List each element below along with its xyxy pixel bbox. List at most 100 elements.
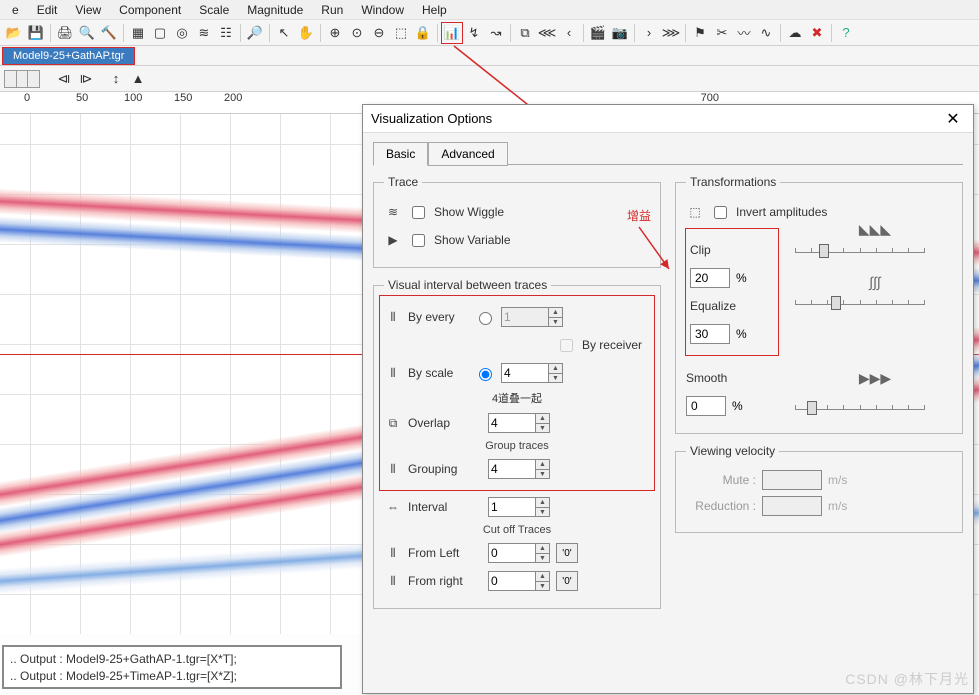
search-icon[interactable]: 🔍 — [77, 23, 97, 43]
curve2-icon[interactable]: ↝ — [486, 23, 506, 43]
spinner-icon[interactable]: ▲▼ — [536, 413, 550, 433]
overlap-value[interactable]: 4 — [488, 413, 536, 433]
zoom-out-icon[interactable]: ⊖ — [369, 23, 389, 43]
flag-icon[interactable]: ⚑ — [690, 23, 710, 43]
tab-advanced[interactable]: Advanced — [428, 142, 507, 166]
zoom-in-icon[interactable]: ⊕ — [325, 23, 345, 43]
grouping-value[interactable]: 4 — [488, 459, 536, 479]
mini-last-icon[interactable]: ⧐ — [76, 69, 96, 89]
interval-value[interactable]: 1 — [488, 497, 536, 517]
mini-first-icon[interactable]: ⧏ — [54, 69, 74, 89]
from-left-zero-button[interactable]: '0' — [556, 543, 578, 563]
menu-view[interactable]: View — [67, 1, 109, 19]
spinner-icon[interactable]: ▲▼ — [536, 497, 550, 517]
reduction-label: Reduction : — [686, 499, 756, 513]
next-icon[interactable]: › — [639, 23, 659, 43]
hammer-icon[interactable]: 🔨 — [99, 23, 119, 43]
menu-help[interactable]: Help — [414, 1, 455, 19]
equalize-slider[interactable] — [795, 290, 925, 312]
mini-pane-icon[interactable] — [4, 70, 40, 88]
spinner-icon[interactable]: ▲▼ — [549, 363, 563, 383]
box-icon[interactable]: ▢ — [150, 23, 170, 43]
close-icon[interactable]: ✕ — [941, 109, 965, 129]
by-receiver-label: By receiver — [582, 338, 642, 352]
clip-equalize-highlight: Clip 20 % Equalize 30 % — [686, 229, 778, 355]
smooth-value[interactable]: 0 — [686, 396, 726, 416]
spinner-icon[interactable]: ▲▼ — [536, 571, 550, 591]
lock-icon[interactable]: 🔒 — [413, 23, 433, 43]
curve1-icon[interactable]: ↯ — [464, 23, 484, 43]
spinner-icon[interactable]: ▲▼ — [536, 543, 550, 563]
from-left-icon: ⦀ — [384, 545, 402, 561]
menu-e[interactable]: e — [4, 1, 27, 19]
equalize-value[interactable]: 30 — [690, 324, 730, 344]
by-scale-radio[interactable] — [479, 368, 492, 381]
grid-icon[interactable]: ▦ — [128, 23, 148, 43]
bars-icon[interactable]: ⧉ — [515, 23, 535, 43]
smooth-preset-icons[interactable]: ▶▶▶ — [795, 370, 955, 387]
by-receiver-checkbox — [560, 339, 573, 352]
reduction-value — [762, 496, 822, 516]
file-tab[interactable]: Model9-25+GathAP.tgr — [2, 47, 135, 65]
by-every-value[interactable]: 1 — [501, 307, 549, 327]
output-line: .. Output : Model9-25+GathAP-1.tgr=[X*T]… — [10, 651, 334, 668]
toolbar: 📂 💾 🖨 🔍 🔨 ▦ ▢ ◎ ≋ ☷ 🔎 ↖ ✋ ⊕ ⊙ ⊖ ⬚ 🔒 📊 ↯ … — [0, 20, 979, 46]
visualization-options-dialog: Visualization Options ✕ Basic Advanced T… — [362, 104, 974, 694]
mini-play-icon[interactable]: ▲ — [128, 69, 148, 89]
clip-value[interactable]: 20 — [690, 268, 730, 288]
invert-icon: ⬚ — [686, 204, 704, 220]
pointer-icon[interactable]: ↖ — [274, 23, 294, 43]
transformations-group: Transformations ⬚ Invert amplitudes Clip… — [675, 175, 963, 434]
prev-icon[interactable]: ‹ — [559, 23, 579, 43]
ruler-tick: 100 — [124, 92, 142, 104]
region-icon[interactable]: ⬚ — [391, 23, 411, 43]
print-icon[interactable]: 🖨 — [55, 23, 75, 43]
from-right-zero-button[interactable]: '0' — [556, 571, 578, 591]
hand-icon[interactable]: ✋ — [296, 23, 316, 43]
menu-edit[interactable]: Edit — [29, 1, 66, 19]
cross-icon[interactable]: ✖ — [807, 23, 827, 43]
clip-preset-icons[interactable]: ◣◣◣ — [795, 221, 955, 238]
spinner-icon[interactable]: ▲▼ — [549, 307, 563, 327]
invert-checkbox[interactable] — [714, 206, 727, 219]
equalize-label: Equalize — [690, 299, 740, 313]
zoom-fit-icon[interactable]: ⊙ — [347, 23, 367, 43]
show-wiggle-checkbox[interactable] — [412, 206, 425, 219]
stack-icon[interactable]: ☷ — [216, 23, 236, 43]
find-icon[interactable]: 🔎 — [245, 23, 265, 43]
camera-icon[interactable]: 📷 — [610, 23, 630, 43]
visualization-options-icon[interactable]: 📊 — [442, 23, 462, 43]
save-icon[interactable]: 💾 — [26, 23, 46, 43]
open-icon[interactable]: 📂 — [4, 23, 24, 43]
wiggle-icon: ≋ — [384, 204, 402, 220]
spinner-icon[interactable]: ▲▼ — [536, 459, 550, 479]
mini-toggle-icon[interactable]: ↕ — [106, 69, 126, 89]
menu-run[interactable]: Run — [313, 1, 351, 19]
from-left-value[interactable]: 0 — [488, 543, 536, 563]
from-right-value[interactable]: 0 — [488, 571, 536, 591]
help-icon[interactable]: ? — [836, 23, 856, 43]
cloud-icon[interactable]: ☁ — [785, 23, 805, 43]
menu-window[interactable]: Window — [353, 1, 412, 19]
menu-component[interactable]: Component — [111, 1, 189, 19]
by-scale-value[interactable]: 4 — [501, 363, 549, 383]
ruler-tick: 0 — [24, 92, 30, 104]
smooth-slider[interactable] — [795, 395, 925, 417]
interval-icon: ⇔ — [384, 499, 402, 515]
ruler-tick: 700 — [701, 92, 719, 104]
show-variable-checkbox[interactable] — [412, 234, 425, 247]
tab-basic[interactable]: Basic — [373, 142, 428, 166]
clapper-icon[interactable]: 🎬 — [588, 23, 608, 43]
by-every-radio[interactable] — [479, 312, 492, 325]
equalize-preset-icons[interactable]: ∫∫∫ — [795, 274, 955, 290]
last-icon[interactable]: ⋙ — [661, 23, 681, 43]
wave2-icon[interactable]: ∿ — [756, 23, 776, 43]
menu-scale[interactable]: Scale — [191, 1, 237, 19]
first-icon[interactable]: ⋘ — [537, 23, 557, 43]
clip-slider[interactable] — [795, 238, 925, 260]
target-icon[interactable]: ◎ — [172, 23, 192, 43]
menu-magnitude[interactable]: Magnitude — [239, 1, 311, 19]
dash-icon[interactable]: ≋ — [194, 23, 214, 43]
scissors-icon[interactable]: ✂ — [712, 23, 732, 43]
wave1-icon[interactable]: 〰 — [734, 23, 754, 43]
